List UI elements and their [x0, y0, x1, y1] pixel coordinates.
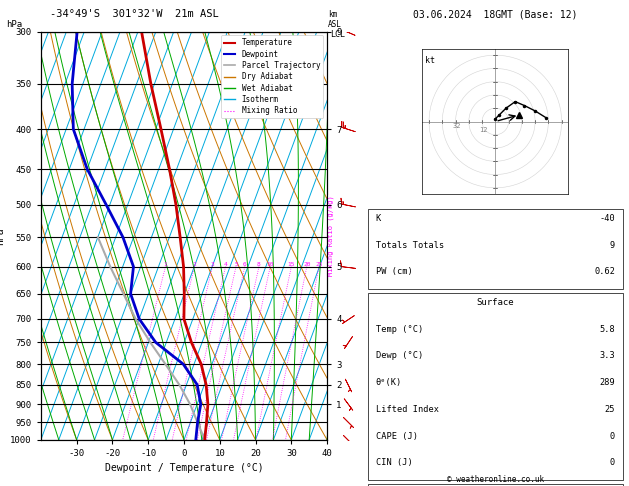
Bar: [368, 484, 623, 486]
Text: 0.62: 0.62: [594, 267, 615, 277]
Text: 20: 20: [303, 261, 311, 267]
Text: 289: 289: [599, 378, 615, 387]
Text: Temp (°C): Temp (°C): [376, 325, 423, 334]
Text: 0: 0: [610, 458, 615, 468]
Text: 15: 15: [287, 261, 295, 267]
Text: 3: 3: [211, 261, 214, 267]
Text: 2: 2: [192, 261, 196, 267]
Text: -40: -40: [599, 214, 615, 223]
Text: 5.8: 5.8: [599, 325, 615, 334]
Bar: [368, 209, 623, 289]
Text: Totals Totals: Totals Totals: [376, 241, 444, 250]
Text: 0: 0: [610, 432, 615, 441]
Text: 4: 4: [224, 261, 228, 267]
Text: PW (cm): PW (cm): [376, 267, 413, 277]
Text: 10: 10: [267, 261, 274, 267]
Y-axis label: hPa: hPa: [0, 227, 5, 244]
Text: kt: kt: [425, 56, 435, 65]
Text: Surface: Surface: [477, 298, 514, 307]
Text: Mixing Ratio (g/kg): Mixing Ratio (g/kg): [327, 195, 333, 276]
Text: θᵉ(K): θᵉ(K): [376, 378, 402, 387]
Text: 32: 32: [453, 123, 462, 129]
Text: 6: 6: [243, 261, 247, 267]
Text: km
ASL: km ASL: [328, 10, 342, 29]
Text: -34°49'S  301°32'W  21m ASL: -34°49'S 301°32'W 21m ASL: [50, 9, 219, 19]
Text: 12: 12: [479, 127, 488, 133]
Text: 25: 25: [604, 405, 615, 414]
Text: 25: 25: [315, 261, 323, 267]
Text: 5: 5: [234, 261, 238, 267]
Text: © weatheronline.co.uk: © weatheronline.co.uk: [447, 474, 544, 484]
Text: LCL: LCL: [330, 31, 345, 39]
Text: K: K: [376, 214, 381, 223]
Text: 9: 9: [610, 241, 615, 250]
Text: 8: 8: [257, 261, 261, 267]
Text: Lifted Index: Lifted Index: [376, 405, 438, 414]
X-axis label: Dewpoint / Temperature (°C): Dewpoint / Temperature (°C): [104, 464, 264, 473]
Text: hPa: hPa: [6, 20, 23, 29]
Text: CAPE (J): CAPE (J): [376, 432, 418, 441]
Legend: Temperature, Dewpoint, Parcel Trajectory, Dry Adiabat, Wet Adiabat, Isotherm, Mi: Temperature, Dewpoint, Parcel Trajectory…: [221, 35, 323, 118]
Bar: [368, 293, 623, 480]
Text: 1: 1: [164, 261, 167, 267]
Text: 03.06.2024  18GMT (Base: 12): 03.06.2024 18GMT (Base: 12): [413, 9, 577, 19]
Text: 3.3: 3.3: [599, 351, 615, 361]
Text: Dewp (°C): Dewp (°C): [376, 351, 423, 361]
Text: CIN (J): CIN (J): [376, 458, 413, 468]
